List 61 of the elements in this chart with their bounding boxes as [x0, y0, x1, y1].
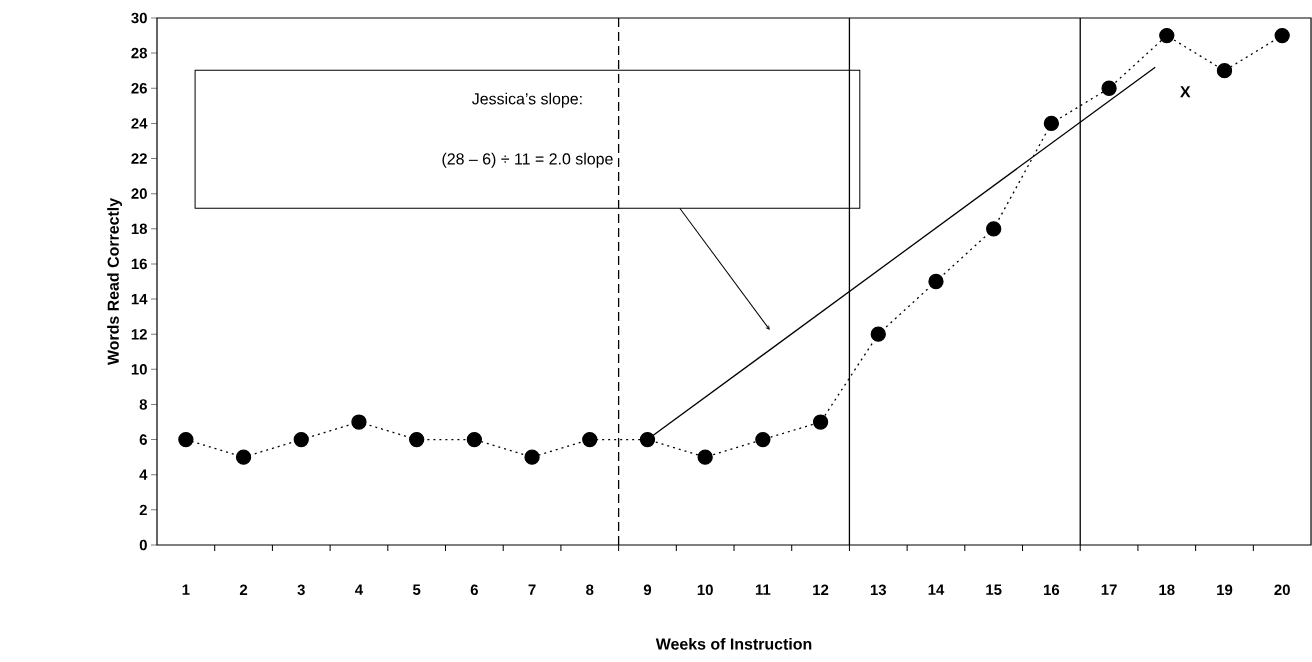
point: [639, 431, 656, 448]
point: [582, 431, 598, 448]
x-tick-label: 15: [986, 584, 1002, 595]
point: [293, 431, 309, 448]
point: [1101, 80, 1117, 96]
point: [755, 431, 771, 448]
annotation: Jessica’s slope:: [472, 92, 582, 108]
y-axis-title: Words Read Correctly: [107, 198, 123, 366]
point: [466, 431, 483, 448]
x-tick-label: 13: [870, 584, 887, 596]
point: [812, 414, 829, 430]
x-tick-label: 8: [586, 584, 594, 596]
x-tick-label: 4: [355, 584, 364, 595]
x-tick-label: 11: [755, 584, 771, 595]
point: [697, 449, 713, 465]
x-tick-label: 16: [1044, 584, 1060, 596]
y-tick-label: 2: [139, 504, 147, 516]
x-tick-label: 12: [813, 584, 829, 595]
y-tick-label: 8: [139, 399, 148, 410]
point: [928, 273, 944, 290]
point: [178, 431, 194, 448]
x-tick-label: 7: [528, 584, 536, 595]
x-tick-label: 5: [412, 584, 421, 595]
x-tick-label: 9: [643, 584, 652, 596]
point: [524, 449, 540, 465]
x-tick-label: 2: [239, 584, 248, 595]
point: [1159, 27, 1175, 44]
y-tick-label: 14: [131, 293, 148, 305]
point: [986, 221, 1002, 237]
point: [1043, 115, 1060, 132]
x-tick-label: 19: [1217, 584, 1233, 596]
x-tick-label: 10: [697, 584, 713, 596]
x-tick-label: 6: [470, 584, 478, 596]
point: [235, 449, 252, 465]
y-tick-label: 6: [139, 434, 147, 445]
x-tick-label: 1: [182, 584, 190, 595]
y-tick-label: 12: [131, 328, 147, 340]
y-tick-label: 16: [131, 258, 147, 270]
x-tick-label: 18: [1159, 584, 1175, 596]
x-tick-label: 20: [1274, 584, 1290, 596]
y-tick-label: 0: [139, 539, 147, 551]
point: [1274, 27, 1290, 44]
y-tick-label: 22: [131, 153, 147, 164]
point: [351, 414, 367, 430]
y-tick-label: 28: [131, 47, 148, 59]
x-tick-label: 3: [297, 584, 305, 596]
y-tick-label: 20: [131, 188, 147, 199]
x-tick-label: 14: [928, 584, 945, 595]
y-tick-label: 26: [131, 82, 147, 94]
y-tick-label: 10: [131, 364, 147, 375]
annotation: (28 – 6) ÷ 11 = 2.0 slope: [442, 152, 613, 168]
y-tick-label: 18: [131, 223, 148, 235]
x-axis-title: Weeks of Instruction: [655, 637, 812, 650]
point: [409, 431, 425, 448]
point: [1216, 63, 1233, 79]
y-tick-label: 30: [131, 12, 147, 24]
x-tick-label: 17: [1101, 584, 1117, 595]
y-tick-label: 4: [139, 469, 148, 480]
annotation: X: [1180, 86, 1191, 98]
y-tick-label: 24: [131, 118, 148, 129]
point: [870, 326, 886, 342]
